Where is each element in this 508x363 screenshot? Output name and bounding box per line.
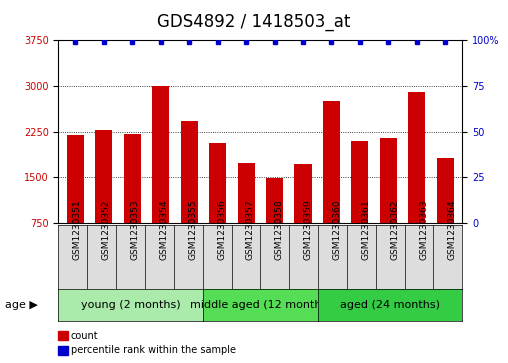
Text: GSM1230357: GSM1230357 [246, 200, 255, 261]
Text: GSM1230354: GSM1230354 [160, 200, 168, 260]
Text: GSM1230355: GSM1230355 [188, 200, 197, 261]
Bar [67, 135, 84, 223]
Bar [437, 158, 454, 223]
Text: GDS4892 / 1418503_at: GDS4892 / 1418503_at [157, 13, 351, 31]
Text: GSM1230351: GSM1230351 [73, 200, 82, 261]
Text: GSM1230359: GSM1230359 [304, 200, 312, 261]
Bar [266, 178, 283, 223]
Text: GSM1230361: GSM1230361 [361, 200, 370, 261]
Text: GSM1230356: GSM1230356 [217, 200, 226, 261]
Text: GSM1230360: GSM1230360 [332, 200, 341, 261]
Text: aged (24 months): aged (24 months) [340, 300, 440, 310]
Bar [408, 92, 425, 223]
Text: GSM1230352: GSM1230352 [102, 200, 111, 260]
Text: GSM1230363: GSM1230363 [419, 200, 428, 261]
Bar [352, 141, 368, 223]
Bar [295, 164, 311, 223]
Bar [96, 130, 112, 223]
Text: GSM1230362: GSM1230362 [390, 200, 399, 260]
Bar [152, 86, 169, 223]
Bar [323, 101, 340, 223]
Text: young (2 months): young (2 months) [81, 300, 180, 310]
Bar [124, 134, 141, 223]
Bar [181, 121, 198, 223]
Text: percentile rank within the sample: percentile rank within the sample [71, 345, 236, 355]
Text: middle aged (12 months): middle aged (12 months) [189, 300, 331, 310]
Text: age ▶: age ▶ [5, 300, 38, 310]
Bar [380, 138, 397, 223]
Text: count: count [71, 331, 98, 341]
Bar [238, 163, 255, 223]
Text: GSM1230353: GSM1230353 [131, 200, 140, 261]
Text: GSM1230358: GSM1230358 [275, 200, 284, 261]
Text: GSM1230364: GSM1230364 [448, 200, 457, 260]
Bar [209, 143, 226, 223]
